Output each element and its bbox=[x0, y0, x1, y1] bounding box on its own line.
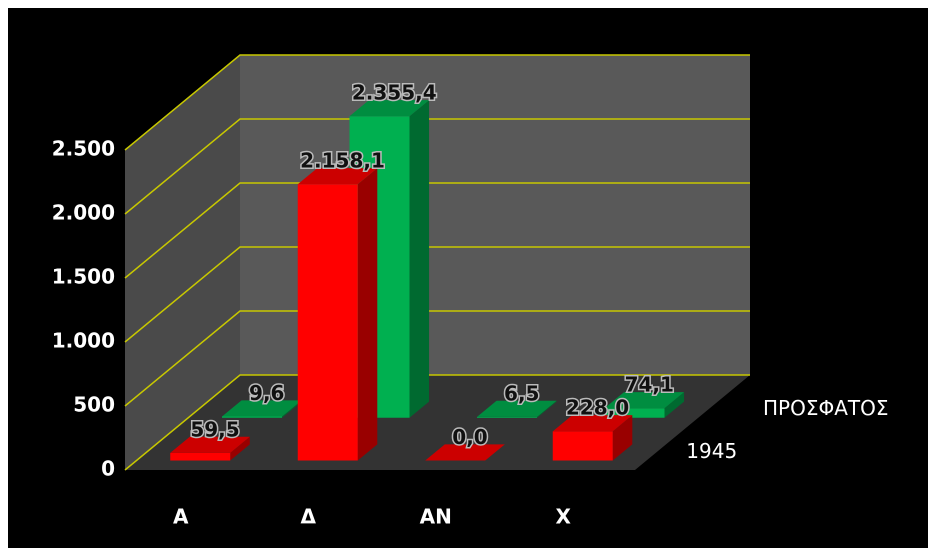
value-label: 6,5 bbox=[504, 381, 539, 405]
grid-line bbox=[124, 246, 750, 343]
bar-top bbox=[297, 168, 378, 185]
value-label: 2.355,4 bbox=[352, 81, 437, 105]
bar-top bbox=[552, 415, 633, 432]
grid-line bbox=[124, 310, 750, 407]
legend-label: ΠΡΟΣΦΑΤΟΣ bbox=[763, 396, 889, 420]
x-tick-label: Χ bbox=[556, 505, 572, 529]
bar-top bbox=[222, 400, 302, 417]
value-label: 59,5 bbox=[190, 417, 239, 441]
bar-side bbox=[230, 436, 250, 461]
bar-side bbox=[282, 400, 302, 418]
bar-side bbox=[664, 392, 685, 418]
bar-top bbox=[477, 400, 557, 417]
grid-line bbox=[124, 118, 750, 215]
bar-side bbox=[409, 100, 430, 418]
x-tick-label: Δ bbox=[301, 505, 317, 529]
y-tick-label: 2.500 bbox=[52, 137, 115, 161]
bar-top bbox=[425, 444, 505, 461]
value-label: 0,0 bbox=[452, 425, 487, 449]
x-tick-label: ΑΝ bbox=[420, 505, 452, 529]
side-wall bbox=[125, 55, 240, 470]
bar bbox=[297, 184, 358, 461]
value-label: 2.158,1 bbox=[300, 149, 385, 173]
bar-top bbox=[170, 436, 250, 453]
bar-side bbox=[612, 415, 633, 461]
value-label: 74,1 bbox=[625, 373, 674, 397]
y-tick-label: 500 bbox=[73, 393, 115, 417]
bar bbox=[552, 431, 613, 461]
legend-label: 1945 bbox=[686, 439, 737, 463]
bar bbox=[170, 452, 231, 461]
bar-top bbox=[604, 392, 685, 409]
grid-line bbox=[124, 182, 750, 279]
bar-side bbox=[537, 400, 557, 418]
y-tick-label: 1.500 bbox=[52, 265, 115, 289]
x-tick-label: Α bbox=[173, 505, 189, 529]
value-label: 228,0 bbox=[566, 396, 629, 420]
grid-line bbox=[124, 374, 750, 471]
bar bbox=[477, 416, 537, 418]
bar-side bbox=[357, 168, 378, 461]
grid-line bbox=[124, 54, 750, 151]
bar-top bbox=[349, 100, 430, 117]
y-tick-label: 0 bbox=[101, 457, 115, 481]
value-label: 9,6 bbox=[249, 381, 284, 405]
bar bbox=[222, 416, 282, 418]
y-tick-label: 1.000 bbox=[52, 329, 115, 353]
y-tick-label: 2.000 bbox=[52, 201, 115, 225]
